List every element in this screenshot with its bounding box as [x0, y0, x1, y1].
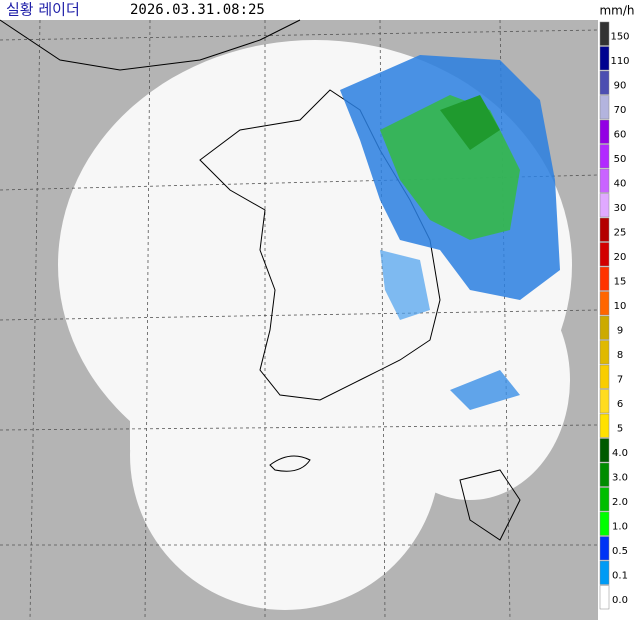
legend-label: 5: [617, 423, 623, 434]
legend-label: 150: [610, 31, 629, 42]
legend-label: 10: [614, 301, 627, 312]
legend-label: 2.0: [612, 497, 628, 508]
rain-echo: [340, 55, 560, 410]
legend-label: 7: [617, 374, 623, 385]
legend-swatch: [599, 193, 610, 218]
legend-label: 15: [614, 276, 627, 287]
legend-swatch: [599, 340, 610, 365]
legend-swatch: [599, 364, 610, 389]
header-bar: [0, 0, 635, 20]
legend-swatch: [599, 119, 610, 144]
legend-label: 60: [614, 129, 627, 140]
legend-label: 0.1: [612, 570, 628, 581]
unit: mm/h: [599, 4, 634, 18]
legend-label: 30: [614, 203, 627, 214]
title: 실황 레이더: [6, 1, 80, 19]
legend-label: 110: [610, 56, 629, 67]
legend-swatch: [599, 560, 610, 585]
legend-label: 25: [614, 227, 627, 238]
legend-label: 70: [614, 105, 627, 116]
legend-label: 20: [614, 252, 627, 263]
legend-label: 9: [617, 325, 623, 336]
map: [0, 19, 599, 620]
legend: 150 110 90 70 60 50 40 30 25 20 15 10 9 8 7 6 5 4.0 3.0 2.0…: [599, 21, 630, 610]
legend-swatch: [599, 389, 610, 414]
legend-swatch: [599, 217, 610, 242]
legend-label: 6: [617, 399, 623, 410]
legend-label: 8: [617, 350, 623, 361]
legend-swatch: [599, 585, 610, 610]
legend-swatch: [599, 487, 610, 512]
grid: [0, 19, 599, 620]
legend-swatch: [599, 413, 610, 438]
legend-swatch: [599, 315, 610, 340]
timestamp: 2026.03.31.08:25: [130, 2, 265, 18]
legend-swatch: [599, 95, 610, 120]
legend-swatch: [599, 242, 610, 267]
legend-label: 0.5: [612, 546, 628, 557]
legend-label: 1.0: [612, 521, 628, 532]
legend-swatch: [599, 291, 610, 316]
legend-swatch: [599, 536, 610, 561]
legend-label: 90: [614, 80, 627, 91]
legend-label: 4.0: [612, 448, 628, 459]
legend-swatch: [599, 46, 610, 71]
legend-swatch: [599, 266, 610, 291]
legend-label: 3.0: [612, 472, 628, 483]
legend-swatch: [599, 168, 610, 193]
legend-swatch: [599, 511, 610, 536]
legend-swatch: [599, 21, 610, 46]
legend-label: 0.0: [612, 595, 628, 606]
legend-swatch: [599, 70, 610, 95]
legend-swatch: [599, 438, 610, 463]
legend-label: 40: [614, 178, 627, 189]
coastline: [0, 19, 521, 541]
legend-label: 50: [614, 154, 627, 165]
legend-swatch: [599, 462, 610, 487]
legend-swatch: [599, 144, 610, 169]
